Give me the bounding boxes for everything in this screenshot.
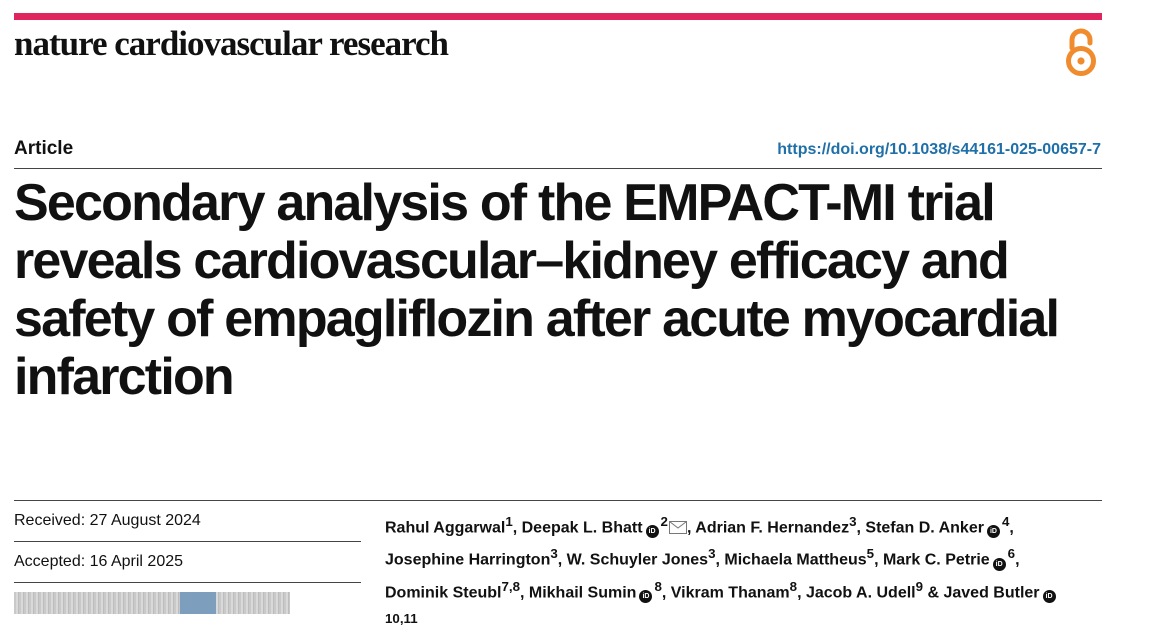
- received-label: Received:: [14, 512, 86, 529]
- author-name[interactable]: Mark C. Petrie: [882, 551, 990, 569]
- affiliation-number[interactable]: 8: [654, 578, 662, 594]
- metadata-divider: [14, 500, 1102, 501]
- publication-dates: Received: 27 August 2024 Accepted: 16 Ap…: [14, 501, 361, 583]
- author-separator: ,: [856, 519, 866, 537]
- author-name[interactable]: Jacob A. Udell: [805, 583, 916, 601]
- author-name[interactable]: Mikhail Sumin: [528, 583, 637, 601]
- received-date: 27 August 2024: [89, 512, 201, 529]
- author-name[interactable]: Stefan D. Anker: [865, 519, 984, 537]
- open-access-lock-shackle: [1069, 28, 1093, 51]
- author-separator: ,: [797, 583, 806, 601]
- author-name[interactable]: Adrian F. Hernandez: [695, 519, 850, 537]
- orcid-icon[interactable]: iD: [992, 557, 1006, 571]
- affiliation-number[interactable]: 3: [708, 546, 716, 562]
- accepted-date-row: Accepted: 16 April 2025: [14, 542, 361, 583]
- author-name[interactable]: Javed Butler: [943, 583, 1040, 601]
- open-access-icon: [1066, 28, 1096, 76]
- orcid-icon[interactable]: iD: [1042, 589, 1056, 603]
- author-separator: ,: [519, 583, 529, 601]
- affiliation-number[interactable]: 9: [915, 578, 924, 594]
- received-date-row: Received: 27 August 2024: [14, 501, 361, 542]
- author-name[interactable]: Vikram Thanam: [670, 583, 790, 601]
- affiliation-number[interactable]: 10,11: [385, 610, 418, 626]
- orcid-icon[interactable]: iD: [645, 525, 659, 539]
- redacted-bar: [14, 592, 290, 614]
- article-title: Secondary analysis of the EMPACT-MI tria…: [14, 174, 1060, 406]
- open-access-lock-keyhole: [1077, 57, 1085, 65]
- author-name[interactable]: Josephine Harrington: [385, 551, 551, 569]
- author-separator: ,: [512, 519, 522, 537]
- affiliation-number[interactable]: 2: [660, 514, 668, 529]
- author-separator: ,: [661, 583, 671, 601]
- affiliation-number[interactable]: 4: [1001, 514, 1010, 529]
- title-divider: [14, 168, 1102, 169]
- author-separator: ,: [874, 551, 883, 569]
- affiliation-number[interactable]: 7,8: [501, 578, 520, 594]
- article-type: Article: [14, 138, 74, 159]
- author-name[interactable]: Michaela Mattheus: [724, 551, 867, 569]
- journal-name[interactable]: nature cardiovascular research: [14, 24, 449, 63]
- orcid-icon[interactable]: iD: [986, 525, 1000, 539]
- open-access-lock-ring: [1066, 46, 1096, 76]
- journal-accent-bar: [14, 13, 1102, 20]
- affiliation-number[interactable]: 3: [849, 514, 857, 529]
- author-separator: ,: [686, 519, 696, 537]
- author-separator: ,: [1015, 551, 1020, 569]
- author-name[interactable]: Rahul Aggarwal: [385, 519, 506, 537]
- orcid-icon[interactable]: iD: [639, 589, 653, 603]
- author-separator: ,: [715, 551, 725, 569]
- author-separator: &: [923, 583, 944, 601]
- affiliation-number[interactable]: 5: [866, 546, 875, 562]
- author-name[interactable]: Dominik Steubl: [385, 583, 502, 601]
- author-list: Rahul Aggarwal1, Deepak L. Bhatt iD2, Adr…: [385, 509, 1085, 638]
- affiliation-number[interactable]: 8: [789, 578, 798, 594]
- affiliation-number[interactable]: 3: [550, 546, 558, 562]
- accepted-label: Accepted:: [14, 553, 86, 570]
- accepted-date: 16 April 2025: [89, 553, 184, 570]
- redacted-bar-highlight: [180, 592, 216, 614]
- affiliation-number[interactable]: 6: [1007, 546, 1016, 562]
- doi-link[interactable]: https://doi.org/10.1038/s44161-025-00657…: [777, 141, 1101, 158]
- affiliation-number[interactable]: 1: [505, 514, 513, 529]
- author-name[interactable]: Deepak L. Bhatt: [521, 519, 643, 537]
- author-name[interactable]: W. Schuyler Jones: [566, 551, 709, 569]
- email-icon[interactable]: [668, 521, 687, 535]
- author-separator: ,: [557, 551, 567, 569]
- author-separator: ,: [1009, 519, 1014, 537]
